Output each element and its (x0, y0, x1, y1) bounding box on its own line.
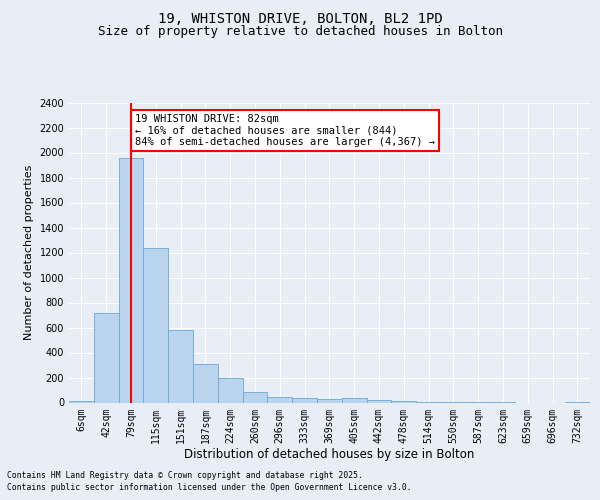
Text: Contains HM Land Registry data © Crown copyright and database right 2025.: Contains HM Land Registry data © Crown c… (7, 472, 363, 480)
Text: Contains public sector information licensed under the Open Government Licence v3: Contains public sector information licen… (7, 482, 412, 492)
Bar (367, 400, 391, 402)
Bar (242, 392, 268, 402)
Bar (69, 400, 94, 402)
Y-axis label: Number of detached properties: Number of detached properties (24, 165, 34, 340)
Text: 19, WHISTON DRIVE, BOLTON, BL2 1PD: 19, WHISTON DRIVE, BOLTON, BL2 1PD (158, 12, 442, 26)
Bar (218, 378, 242, 402)
Bar (119, 158, 143, 402)
Bar (317, 399, 342, 402)
Bar (391, 401, 416, 402)
Bar (342, 398, 367, 402)
Bar (168, 330, 193, 402)
Bar (268, 396, 292, 402)
Bar (143, 248, 168, 402)
Bar (292, 398, 317, 402)
Text: 19 WHISTON DRIVE: 82sqm
← 16% of detached houses are smaller (844)
84% of semi-d: 19 WHISTON DRIVE: 82sqm ← 16% of detache… (135, 114, 435, 147)
Bar (94, 312, 119, 402)
Text: Size of property relative to detached houses in Bolton: Size of property relative to detached ho… (97, 26, 503, 38)
Bar (193, 364, 218, 403)
X-axis label: Distribution of detached houses by size in Bolton: Distribution of detached houses by size … (184, 448, 475, 461)
